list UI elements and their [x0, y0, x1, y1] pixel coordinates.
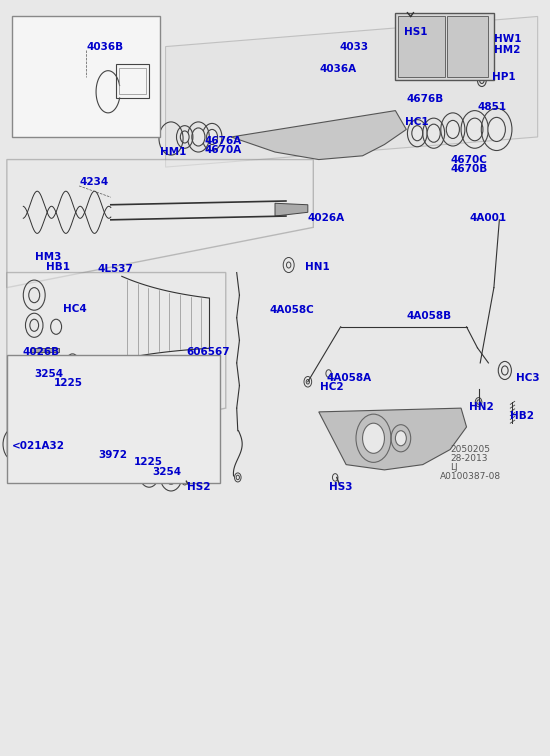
Text: 4033: 4033 [339, 42, 369, 51]
Text: HN1: HN1 [305, 262, 330, 271]
Text: 4851: 4851 [477, 102, 507, 112]
Circle shape [306, 380, 310, 384]
Text: 4670C: 4670C [450, 154, 487, 165]
Text: HC2: HC2 [320, 382, 344, 392]
Text: 4A058C: 4A058C [270, 305, 314, 315]
Text: 4A058A: 4A058A [327, 373, 372, 383]
Circle shape [477, 400, 480, 404]
Text: 4234: 4234 [79, 177, 108, 187]
Text: HS3: HS3 [329, 482, 352, 492]
Text: HB1: HB1 [46, 262, 70, 271]
Polygon shape [7, 273, 225, 454]
Bar [398, 17, 444, 76]
Text: HC4: HC4 [63, 304, 86, 314]
Text: HC3: HC3 [516, 373, 540, 383]
Circle shape [29, 287, 40, 302]
Circle shape [67, 54, 78, 70]
Circle shape [207, 129, 218, 144]
Bar [7, 355, 221, 483]
Bar [395, 13, 494, 80]
Text: 1225: 1225 [53, 378, 82, 389]
Polygon shape [319, 408, 466, 470]
Text: 3254: 3254 [34, 369, 63, 380]
Circle shape [287, 262, 291, 268]
Circle shape [69, 358, 76, 367]
Text: 4676A: 4676A [205, 136, 242, 146]
Text: 4670B: 4670B [450, 163, 487, 174]
Text: 3254: 3254 [152, 467, 181, 477]
Polygon shape [231, 110, 406, 160]
Text: 4026B: 4026B [22, 347, 59, 357]
Circle shape [427, 124, 440, 142]
Circle shape [18, 451, 34, 472]
Circle shape [67, 84, 78, 99]
Circle shape [84, 363, 95, 378]
Text: 4A001: 4A001 [469, 212, 507, 222]
Polygon shape [42, 416, 188, 472]
Circle shape [480, 77, 484, 83]
Text: <021A32: <021A32 [12, 441, 65, 451]
Text: 4A058B: 4A058B [406, 311, 452, 321]
Circle shape [236, 476, 239, 480]
Text: 4026A: 4026A [308, 212, 345, 222]
Text: 3972: 3972 [99, 450, 128, 460]
Bar [12, 17, 160, 137]
Text: HM1: HM1 [160, 147, 186, 157]
Text: HP1: HP1 [492, 72, 516, 82]
Circle shape [192, 128, 205, 146]
Circle shape [412, 125, 423, 141]
Text: HM2: HM2 [494, 45, 520, 55]
Text: HB2: HB2 [510, 411, 534, 420]
Bar [119, 68, 146, 94]
Circle shape [30, 319, 38, 331]
Circle shape [144, 466, 155, 481]
Bar [116, 64, 149, 98]
Text: HM3: HM3 [35, 253, 62, 262]
Circle shape [180, 131, 189, 143]
Text: 1225: 1225 [134, 457, 163, 467]
Circle shape [28, 60, 41, 78]
Text: A0100387-08: A0100387-08 [440, 472, 502, 481]
Text: 4670A: 4670A [205, 144, 242, 155]
Text: LJ: LJ [450, 463, 458, 472]
Text: HS2: HS2 [188, 482, 211, 492]
Bar [447, 17, 488, 76]
Polygon shape [31, 348, 59, 352]
Text: 4036A: 4036A [320, 64, 357, 74]
Text: HC1: HC1 [405, 117, 429, 127]
Circle shape [114, 461, 123, 473]
Text: HN2: HN2 [469, 401, 494, 411]
Circle shape [488, 117, 505, 141]
Circle shape [502, 366, 508, 375]
Circle shape [117, 436, 126, 448]
Text: 606567: 606567 [186, 347, 230, 357]
Text: 4036B: 4036B [86, 42, 123, 51]
Circle shape [60, 395, 68, 406]
Text: 28-2013: 28-2013 [450, 454, 488, 463]
Circle shape [90, 429, 110, 456]
Text: 4L537: 4L537 [97, 264, 133, 274]
Polygon shape [166, 17, 538, 167]
Circle shape [362, 423, 384, 454]
Circle shape [395, 431, 406, 446]
Circle shape [165, 468, 177, 484]
Circle shape [8, 435, 21, 454]
Text: 2050205: 2050205 [450, 445, 490, 454]
Circle shape [446, 120, 459, 138]
Circle shape [24, 393, 35, 408]
Text: HS1: HS1 [404, 26, 427, 36]
Text: 4676B: 4676B [406, 94, 444, 104]
Polygon shape [275, 203, 308, 216]
Circle shape [466, 118, 483, 141]
Text: HW1: HW1 [494, 34, 521, 44]
Polygon shape [7, 160, 314, 287]
Circle shape [18, 417, 34, 438]
